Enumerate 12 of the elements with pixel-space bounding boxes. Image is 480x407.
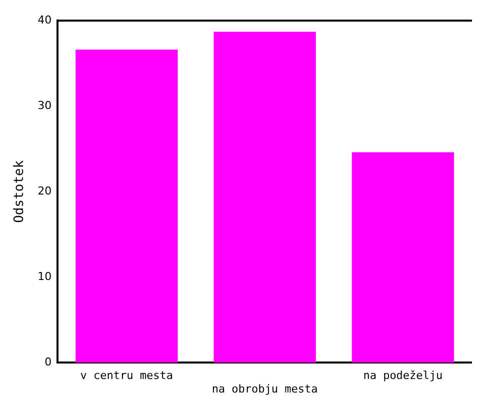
y-tick-label: 20 [38,184,52,198]
y-tick-label: 40 [38,13,52,26]
y-tick-label: 10 [38,270,52,283]
bar [352,152,454,363]
bar [214,32,316,363]
y-tick-label: 0 [44,355,52,368]
bar [76,50,178,363]
x-tick-label: na podeželju [363,369,443,382]
y-tick-label: 30 [38,98,52,112]
x-tick-label: v centru mesta [80,369,174,382]
y-axis-title: Odstotek [12,160,28,223]
x-tick-label: na obrobju mesta [212,382,318,396]
